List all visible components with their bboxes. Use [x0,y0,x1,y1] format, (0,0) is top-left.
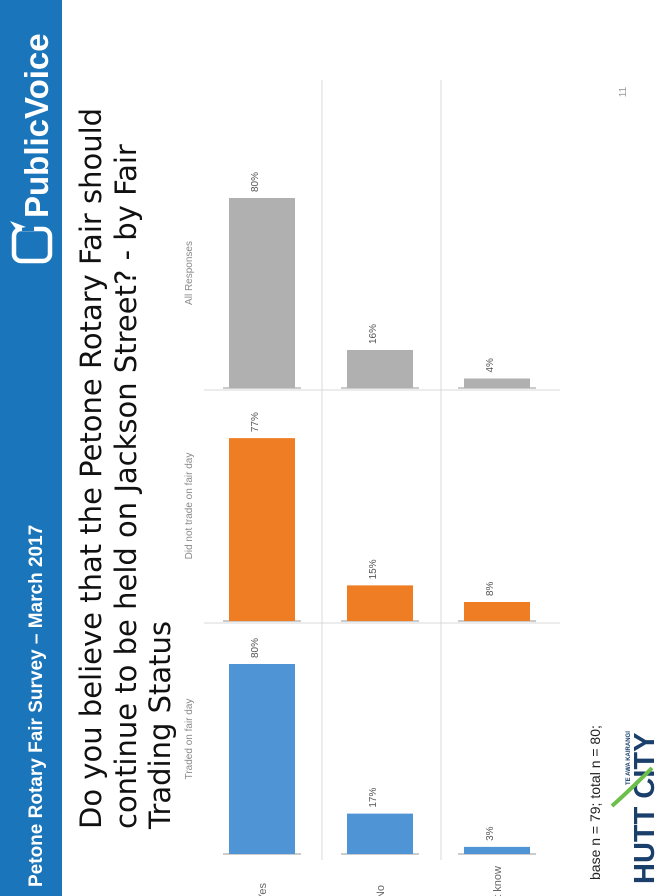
page-number: 11 [618,86,629,97]
bar [464,846,530,854]
bar [347,813,413,854]
publicvoice-logo: PublicVoice [10,33,55,264]
question-line-3: Trading Status [143,621,177,830]
hutt-city-logo: HUTT CITY TE AWA KAIRANGI [610,731,656,884]
category-tick-label: No [375,885,387,896]
bar [347,585,413,621]
data-label: 15% [368,559,379,579]
chart: Traded on fair day 80% 17% 3% Did not trade … [184,80,560,896]
bar [229,438,295,621]
question-line-2: continue to be held on Jackson Street? -… [109,144,143,829]
data-label: 17% [368,788,379,808]
data-label: 8% [485,581,496,596]
hutt-city-swoosh-icon [610,766,654,808]
footnote: base n = 79; total n = 80; [587,725,603,880]
category-tick-label: Yes [257,883,269,896]
data-label: 3% [485,826,496,841]
brand-name: PublicVoice [18,33,55,218]
data-label: 16% [368,324,379,344]
category-tick-label: Dont know [492,866,504,896]
data-label: 77% [250,412,261,432]
series-label: All Responses [184,241,195,305]
series-label: Did not trade on fair day [184,453,195,560]
bar [347,350,413,388]
bar [229,664,295,854]
speech-bubble-icon [10,221,53,264]
hutt-city-tagline: TE AWA KAIRANGI [626,731,632,785]
bar [464,378,530,388]
question-title: Do you believe that the Petone Rotary Fa… [74,108,177,830]
series-label: Traded on fair day [184,699,195,780]
header-band [0,0,62,896]
bar [464,602,530,621]
question-line-1: Do you believe that the Petone Rotary Fa… [74,108,108,829]
hutt-city-wordmark: HUTT CITY [629,733,656,884]
data-label: 4% [485,358,496,373]
bar [229,198,295,388]
survey-title: Petone Rotary Fair Survey – March 2017 [26,525,47,887]
data-label: 80% [250,172,261,192]
data-label: 80% [250,638,261,658]
